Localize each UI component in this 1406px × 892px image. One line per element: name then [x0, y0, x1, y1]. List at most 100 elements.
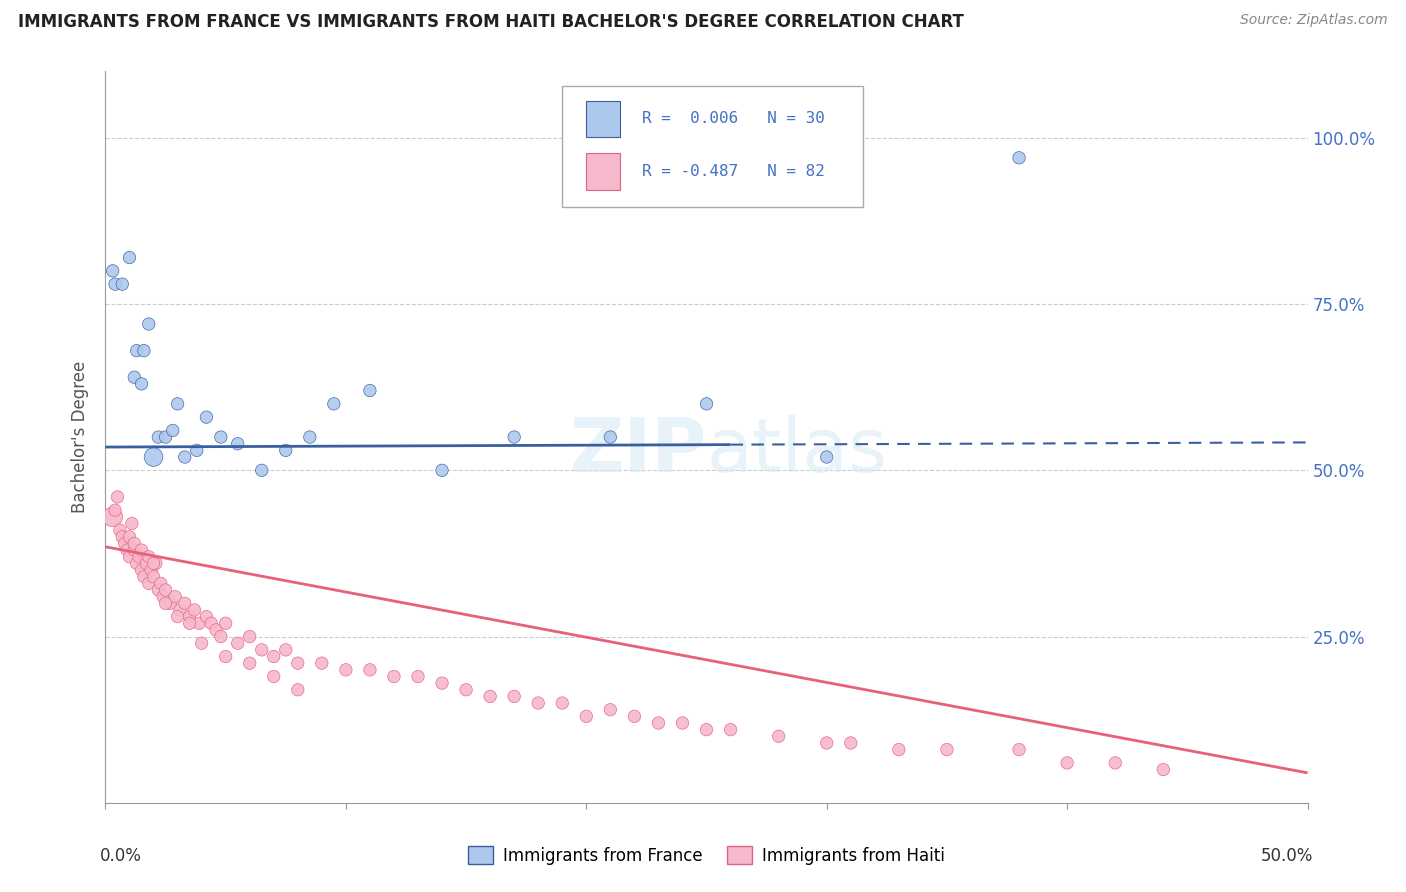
Point — [287, 656, 309, 670]
Point — [430, 463, 453, 477]
Point — [479, 690, 502, 704]
Point — [527, 696, 550, 710]
Text: atlas: atlas — [707, 415, 887, 488]
Point — [131, 543, 153, 558]
Point — [142, 450, 165, 464]
Point — [226, 436, 249, 450]
Point — [1152, 763, 1174, 777]
Point — [1008, 742, 1031, 756]
Point — [1104, 756, 1126, 770]
Legend: Immigrants from France, Immigrants from Haiti: Immigrants from France, Immigrants from … — [461, 839, 952, 871]
Text: IMMIGRANTS FROM FRANCE VS IMMIGRANTS FROM HAITI BACHELOR'S DEGREE CORRELATION CH: IMMIGRANTS FROM FRANCE VS IMMIGRANTS FRO… — [18, 13, 965, 31]
Point — [503, 430, 526, 444]
Point — [118, 530, 141, 544]
Bar — [586, 101, 620, 137]
Point — [166, 609, 188, 624]
Point — [179, 616, 201, 631]
Point — [132, 570, 155, 584]
Point — [125, 343, 148, 358]
Point — [209, 630, 232, 644]
Point — [551, 696, 574, 710]
Point — [226, 636, 249, 650]
Point — [195, 609, 218, 624]
Point — [274, 443, 297, 458]
Point — [124, 536, 146, 550]
Point — [406, 669, 429, 683]
Point — [132, 343, 155, 358]
Point — [101, 264, 124, 278]
Point — [200, 616, 222, 631]
Point — [311, 656, 333, 670]
Point — [209, 430, 232, 444]
Point — [131, 376, 153, 391]
Point — [322, 397, 344, 411]
Point — [359, 384, 381, 398]
Point — [142, 570, 165, 584]
Point — [107, 490, 129, 504]
Point — [148, 430, 170, 444]
Point — [671, 716, 693, 731]
Point — [155, 596, 177, 610]
Text: 50.0%: 50.0% — [1261, 847, 1313, 864]
Text: Source: ZipAtlas.com: Source: ZipAtlas.com — [1240, 13, 1388, 28]
Point — [135, 557, 157, 571]
Text: 0.0%: 0.0% — [100, 847, 142, 864]
Point — [148, 582, 170, 597]
Point — [887, 742, 910, 756]
Point — [815, 736, 838, 750]
Point — [205, 623, 228, 637]
Point — [125, 557, 148, 571]
Point — [839, 736, 862, 750]
Point — [1008, 151, 1031, 165]
Point — [503, 690, 526, 704]
Point — [214, 616, 236, 631]
Point — [214, 649, 236, 664]
Point — [263, 649, 285, 664]
Point — [250, 643, 273, 657]
Point — [124, 543, 146, 558]
Point — [359, 663, 381, 677]
Point — [149, 576, 172, 591]
Point — [696, 723, 718, 737]
Point — [720, 723, 742, 737]
Point — [115, 543, 138, 558]
Point — [139, 563, 162, 577]
Point — [287, 682, 309, 697]
Point — [335, 663, 357, 677]
Point — [104, 277, 127, 292]
Point — [138, 317, 160, 331]
Point — [114, 536, 136, 550]
Point — [118, 251, 141, 265]
Text: ZIP: ZIP — [569, 415, 707, 488]
Y-axis label: Bachelor's Degree: Bachelor's Degree — [72, 361, 90, 513]
FancyBboxPatch shape — [562, 86, 863, 207]
Bar — [586, 153, 620, 190]
Point — [936, 742, 959, 756]
Point — [274, 643, 297, 657]
Point — [101, 509, 124, 524]
Point — [768, 729, 790, 743]
Point — [186, 443, 208, 458]
Point — [128, 549, 150, 564]
Point — [647, 716, 669, 731]
Point — [111, 530, 134, 544]
Point — [104, 503, 127, 517]
Point — [430, 676, 453, 690]
Point — [108, 523, 131, 537]
Point — [121, 516, 143, 531]
Point — [298, 430, 321, 444]
Point — [138, 576, 160, 591]
Point — [166, 397, 188, 411]
Point — [145, 557, 167, 571]
Point — [195, 410, 218, 425]
Point — [250, 463, 273, 477]
Point — [623, 709, 645, 723]
Point — [263, 669, 285, 683]
Point — [124, 370, 146, 384]
Point — [696, 397, 718, 411]
Point — [142, 557, 165, 571]
Point — [118, 549, 141, 564]
Point — [111, 277, 134, 292]
Point — [173, 596, 195, 610]
Point — [159, 596, 181, 610]
